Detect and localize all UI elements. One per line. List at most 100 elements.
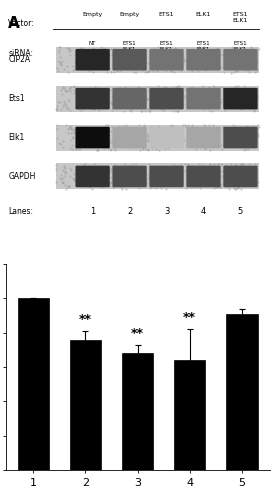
Point (219, 162, 224, 170)
Point (88, 182, 92, 190)
Point (127, 104, 131, 112)
Point (184, 184, 188, 192)
Point (133, 136, 138, 144)
Point (207, 180, 212, 188)
Point (168, 104, 172, 112)
Point (115, 142, 119, 150)
Point (71, 62, 76, 70)
Point (160, 165, 164, 173)
Point (202, 44, 206, 52)
Point (135, 167, 139, 175)
Point (77, 94, 81, 102)
Point (170, 52, 175, 60)
Point (198, 184, 203, 192)
Point (112, 170, 117, 178)
Text: A: A (8, 16, 20, 32)
Point (222, 92, 226, 100)
Point (147, 142, 152, 150)
Point (142, 108, 147, 116)
Point (138, 128, 142, 136)
Point (227, 169, 232, 177)
Text: **: ** (183, 311, 196, 324)
Point (158, 138, 162, 146)
Point (194, 168, 199, 175)
Point (163, 168, 167, 175)
Point (100, 162, 104, 170)
Point (68, 130, 73, 138)
Point (140, 107, 145, 115)
Point (140, 66, 144, 74)
Point (181, 100, 186, 108)
Point (59, 176, 64, 184)
Point (109, 178, 114, 186)
Point (237, 50, 241, 58)
Point (81, 176, 85, 184)
Point (134, 132, 138, 140)
Point (226, 58, 230, 66)
Point (106, 124, 110, 132)
Point (135, 138, 139, 145)
Point (118, 46, 122, 54)
Point (70, 66, 75, 74)
Point (222, 133, 227, 141)
Point (171, 172, 175, 179)
Point (130, 136, 135, 143)
Point (249, 141, 254, 149)
Point (84, 170, 89, 178)
FancyBboxPatch shape (75, 49, 110, 70)
Point (108, 138, 112, 146)
Point (100, 57, 104, 65)
Point (215, 98, 220, 106)
Point (101, 101, 106, 109)
Point (221, 51, 225, 59)
Point (61, 180, 65, 188)
Point (189, 84, 194, 92)
Point (222, 68, 226, 76)
Point (210, 86, 215, 94)
Point (148, 100, 153, 108)
Point (103, 94, 107, 102)
Text: siRNA:: siRNA: (8, 49, 33, 58)
Point (231, 45, 236, 53)
Point (82, 51, 87, 59)
Point (158, 88, 162, 96)
Point (183, 85, 187, 93)
Point (251, 59, 256, 67)
Point (245, 54, 250, 62)
Point (169, 178, 174, 186)
Point (211, 82, 215, 90)
Point (70, 134, 75, 142)
Point (169, 66, 173, 74)
Point (139, 134, 144, 141)
Point (186, 161, 191, 169)
Point (229, 160, 233, 168)
Point (224, 86, 228, 94)
Point (62, 162, 66, 170)
Point (66, 124, 71, 132)
Point (175, 102, 180, 110)
Point (232, 184, 236, 192)
Point (145, 136, 149, 144)
Point (125, 134, 130, 141)
Point (229, 56, 233, 64)
Point (210, 108, 214, 116)
Point (247, 160, 251, 168)
Point (130, 162, 134, 170)
Point (215, 182, 220, 190)
Point (255, 178, 260, 186)
Point (152, 100, 157, 108)
Text: 4: 4 (201, 206, 206, 216)
Point (84, 123, 89, 131)
Point (118, 139, 122, 147)
Point (219, 160, 224, 168)
Point (68, 144, 72, 152)
Point (228, 84, 232, 92)
Point (113, 146, 117, 154)
Point (168, 50, 173, 58)
Point (118, 183, 123, 191)
Point (59, 171, 63, 179)
Point (197, 43, 201, 51)
Point (214, 48, 219, 56)
Point (217, 172, 221, 179)
Point (102, 144, 106, 152)
